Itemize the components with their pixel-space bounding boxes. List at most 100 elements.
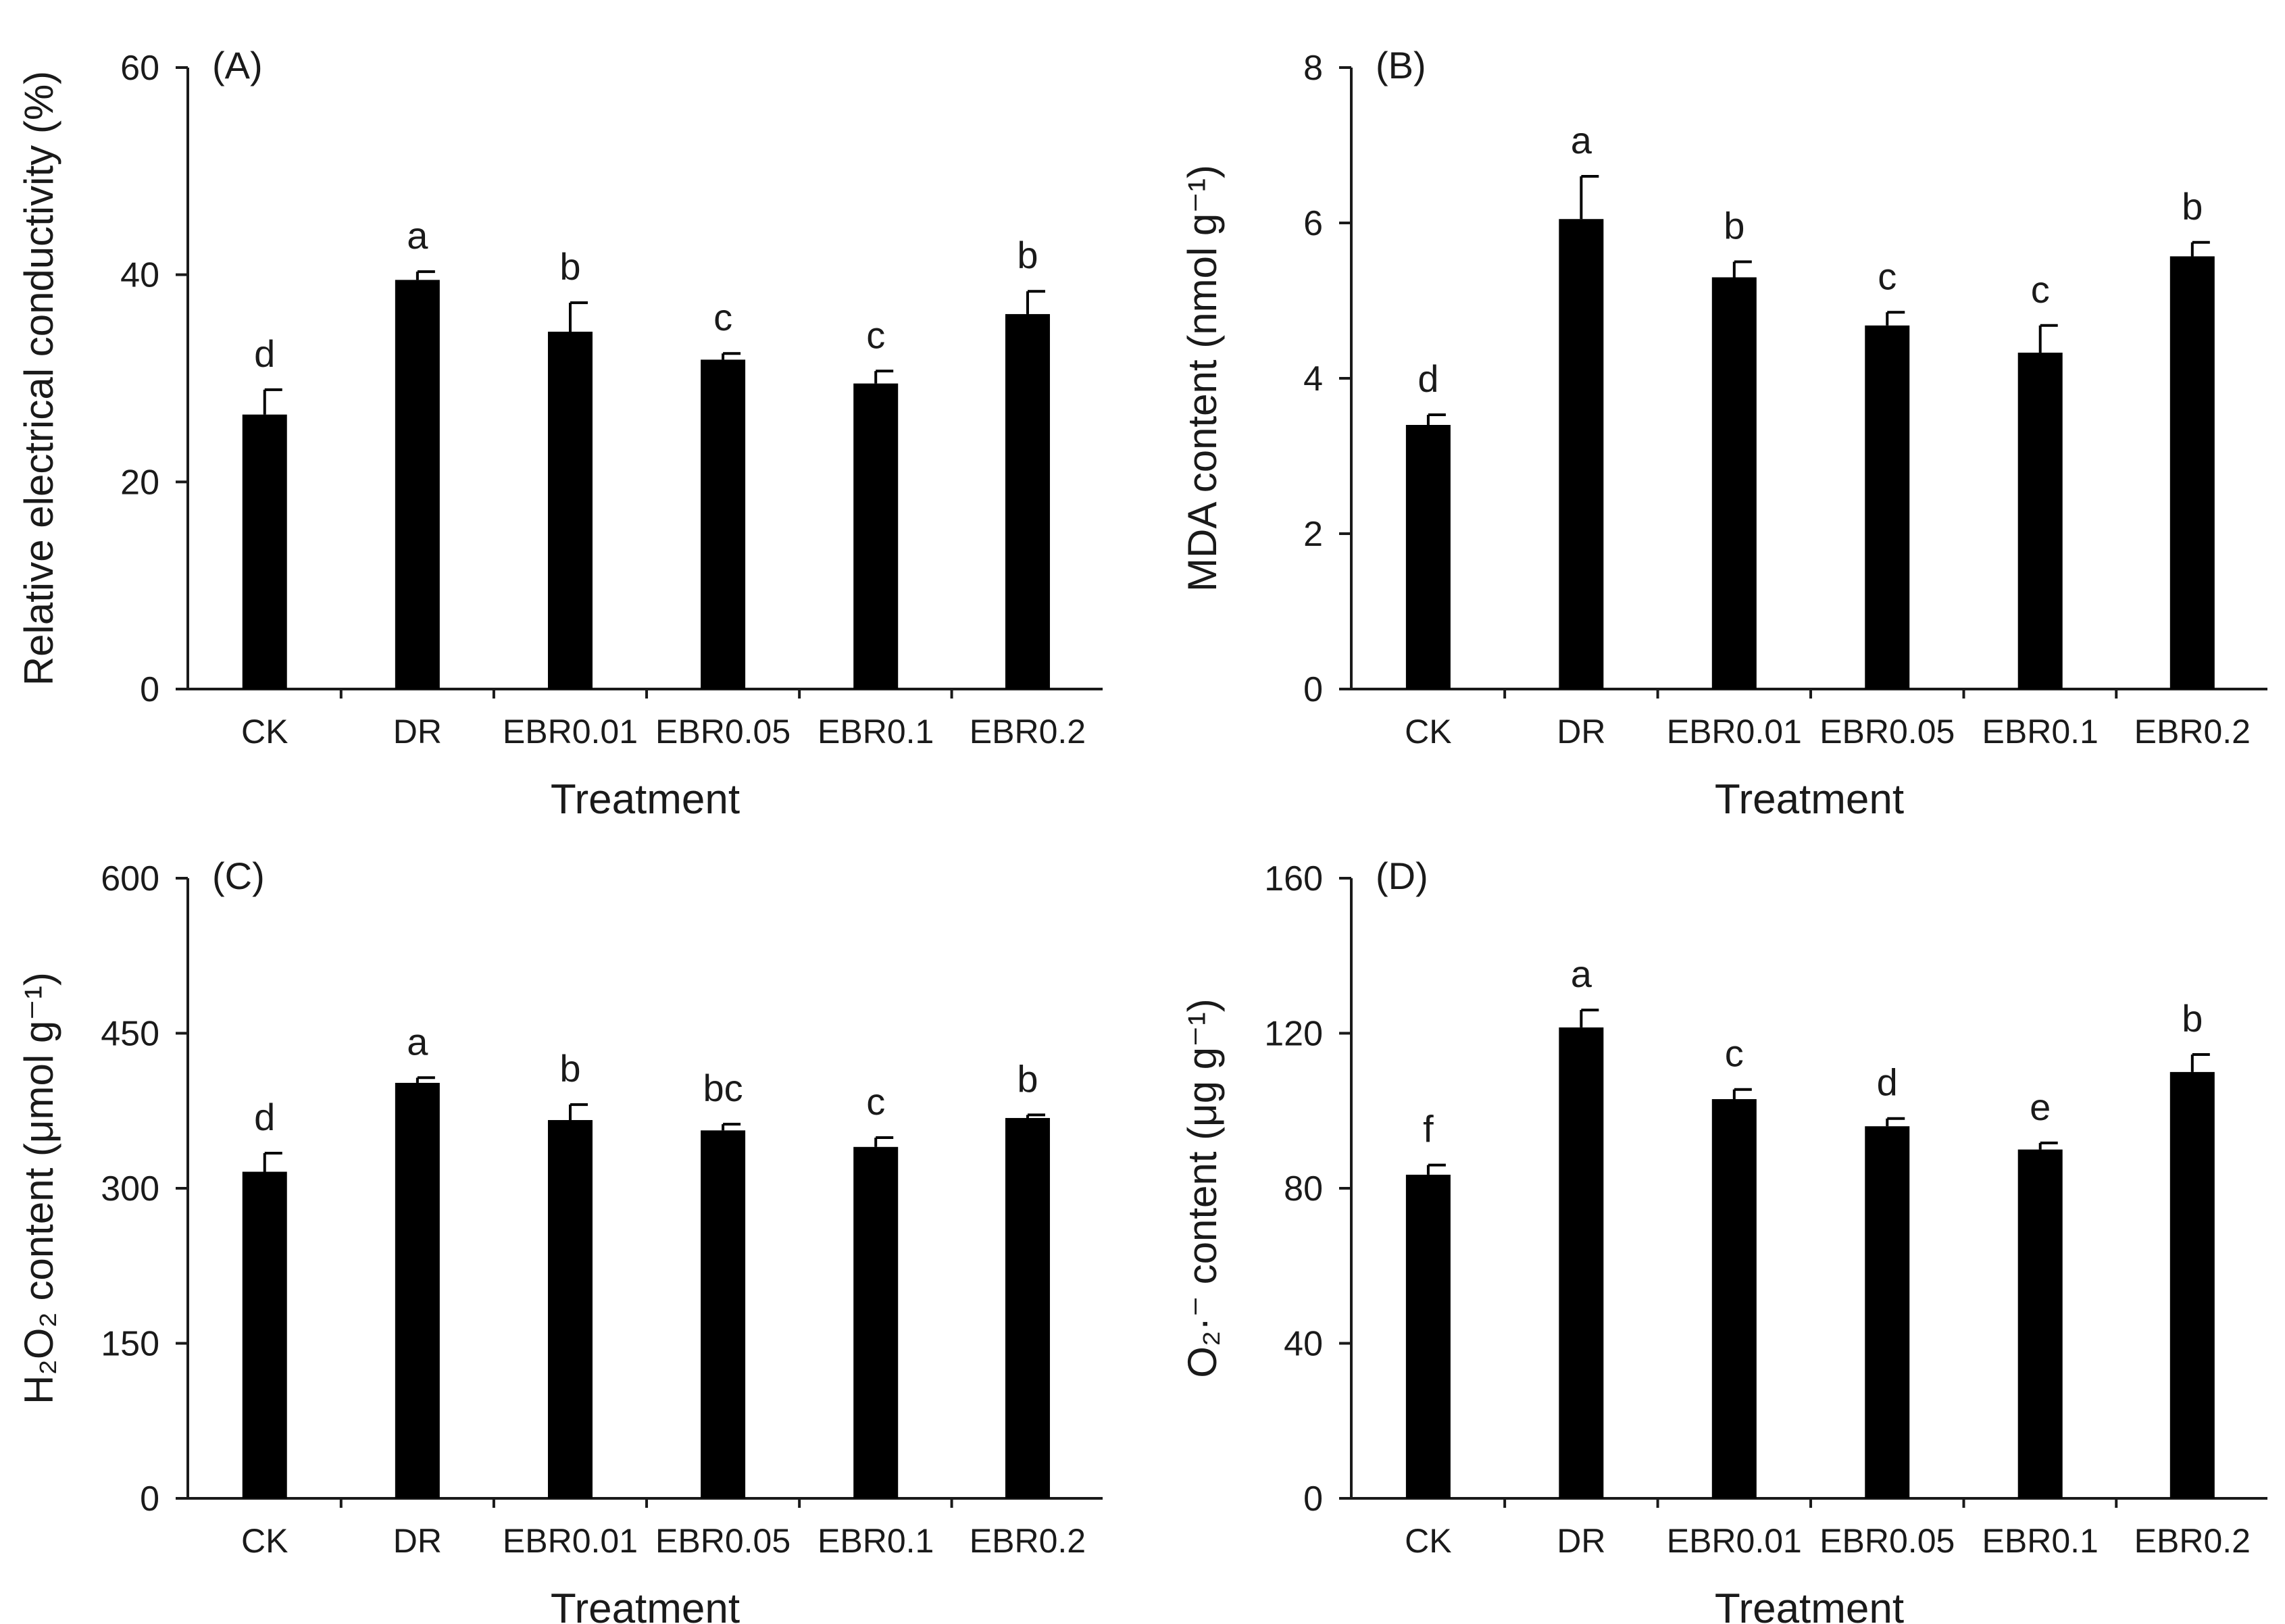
panel-label: (C): [212, 855, 265, 897]
significance-label: b: [1017, 1057, 1038, 1100]
y-tick-label: 0: [1303, 1479, 1323, 1519]
significance-label: f: [1423, 1108, 1434, 1150]
bar: [395, 280, 440, 689]
significance-label: b: [2182, 997, 2203, 1040]
significance-label: b: [559, 245, 580, 288]
significance-label: c: [866, 313, 885, 356]
bar: [1711, 1099, 1757, 1498]
significance-label: e: [2030, 1086, 2051, 1128]
significance-label: b: [2182, 185, 2203, 228]
bar: [2169, 256, 2215, 689]
category-label: EBR0.05: [1819, 713, 1955, 751]
category-label: EBR0.05: [1819, 1522, 1955, 1560]
panel-label: (D): [1376, 855, 1428, 897]
y-tick-label: 6: [1303, 204, 1323, 243]
x-axis-title: Treatment: [551, 1585, 740, 1624]
significance-label: b: [1017, 234, 1038, 276]
y-tick-label: 160: [1264, 859, 1323, 898]
category-label: DR: [1557, 1522, 1605, 1560]
bar: [1005, 313, 1050, 689]
y-tick-label: 0: [140, 670, 159, 709]
category-label: DR: [393, 1522, 442, 1560]
bar: [1405, 425, 1451, 689]
category-label: EBR0.01: [503, 713, 638, 751]
category-label: EBR0.05: [655, 713, 790, 751]
bar: [547, 332, 593, 689]
bar: [242, 1171, 287, 1498]
bar: [853, 1146, 899, 1498]
bar: [395, 1082, 440, 1498]
significance-label: c: [1725, 1032, 1744, 1075]
significance-label: d: [254, 1096, 275, 1138]
y-tick-label: 60: [120, 49, 159, 88]
bar: [853, 383, 899, 689]
panel-a: 0 20 40 60 d CK a DR b EBR0.01 c EBR0.05 c EBR0.1 b EBR…: [16, 44, 1103, 823]
significance-label: a: [1571, 119, 1592, 161]
x-axis-title: Treatment: [1715, 776, 1904, 823]
significance-label: bc: [703, 1067, 743, 1109]
bar: [701, 1130, 746, 1498]
y-tick-label: 8: [1303, 49, 1323, 88]
category-label: EBR0.1: [818, 713, 934, 751]
category-label: CK: [241, 1522, 288, 1560]
bar: [242, 414, 287, 689]
panel-label: (A): [212, 44, 263, 86]
category-label: EBR0.2: [2134, 1522, 2251, 1560]
category-label: CK: [241, 713, 288, 751]
category-label: EBR0.01: [503, 1522, 638, 1560]
category-label: EBR0.01: [1667, 713, 1802, 751]
bar: [1005, 1117, 1050, 1498]
significance-label: c: [866, 1080, 885, 1123]
panel-c: 0 150 300 450 600 d CK a DR b EBR0.01 bc EBR0.05 c EBR…: [16, 855, 1103, 1624]
y-tick-label: 0: [140, 1479, 159, 1519]
bar: [1559, 1027, 1604, 1498]
significance-label: a: [407, 214, 428, 257]
y-tick-label: 600: [101, 859, 159, 898]
bar: [1711, 277, 1757, 689]
category-label: EBR0.1: [1982, 1522, 2099, 1560]
panel-d: 0 40 80 120 160 f CK a DR c EBR0.01 d EBR0.05 e EBR0.1…: [1180, 855, 2267, 1624]
category-label: EBR0.2: [2134, 713, 2251, 751]
bar: [2169, 1071, 2215, 1498]
y-tick-label: 4: [1303, 359, 1323, 399]
category-label: CK: [1405, 1522, 1451, 1560]
bar: [2017, 1149, 2063, 1498]
panel-label: (B): [1376, 44, 1426, 86]
y-axis-title: H₂O₂ content (μmol g⁻¹): [16, 972, 61, 1404]
category-label: EBR0.1: [818, 1522, 934, 1560]
significance-label: b: [1724, 205, 1744, 247]
y-tick-label: 20: [120, 463, 159, 502]
bar: [1559, 219, 1604, 689]
significance-label: c: [2031, 268, 2050, 311]
significance-label: d: [1417, 357, 1438, 400]
bar: [1405, 1174, 1451, 1498]
y-tick-label: 450: [101, 1015, 159, 1054]
category-label: DR: [1557, 713, 1605, 751]
y-tick-label: 80: [1284, 1169, 1323, 1209]
bar: [547, 1120, 593, 1498]
x-axis-title: Treatment: [551, 776, 740, 823]
significance-label: b: [559, 1047, 580, 1090]
category-label: EBR0.2: [970, 1522, 1086, 1560]
y-tick-label: 40: [1284, 1325, 1323, 1364]
significance-label: a: [1571, 953, 1592, 995]
category-label: DR: [393, 713, 442, 751]
y-axis-title: MDA content (nmol g⁻¹): [1180, 165, 1225, 592]
significance-label: d: [1877, 1061, 1898, 1104]
y-tick-label: 40: [120, 256, 159, 295]
category-label: CK: [1405, 713, 1451, 751]
category-label: EBR0.01: [1667, 1522, 1802, 1560]
significance-label: d: [254, 332, 275, 375]
panel-b: 0 2 4 6 8 d CK a DR b EBR0.01 c EBR0.05 c EBR0.1 b EBR0.…: [1180, 44, 2267, 823]
y-tick-label: 300: [101, 1169, 159, 1209]
y-axis-title: Relative electrical conductivity (%): [16, 71, 61, 686]
significance-label: c: [1878, 255, 1897, 297]
y-tick-label: 120: [1264, 1015, 1323, 1054]
y-tick-label: 0: [1303, 670, 1323, 709]
bar: [1865, 325, 1910, 689]
y-tick-label: 2: [1303, 515, 1323, 554]
significance-label: c: [713, 296, 732, 338]
bar: [701, 359, 746, 689]
category-label: EBR0.2: [970, 713, 1086, 751]
bar: [1865, 1126, 1910, 1498]
